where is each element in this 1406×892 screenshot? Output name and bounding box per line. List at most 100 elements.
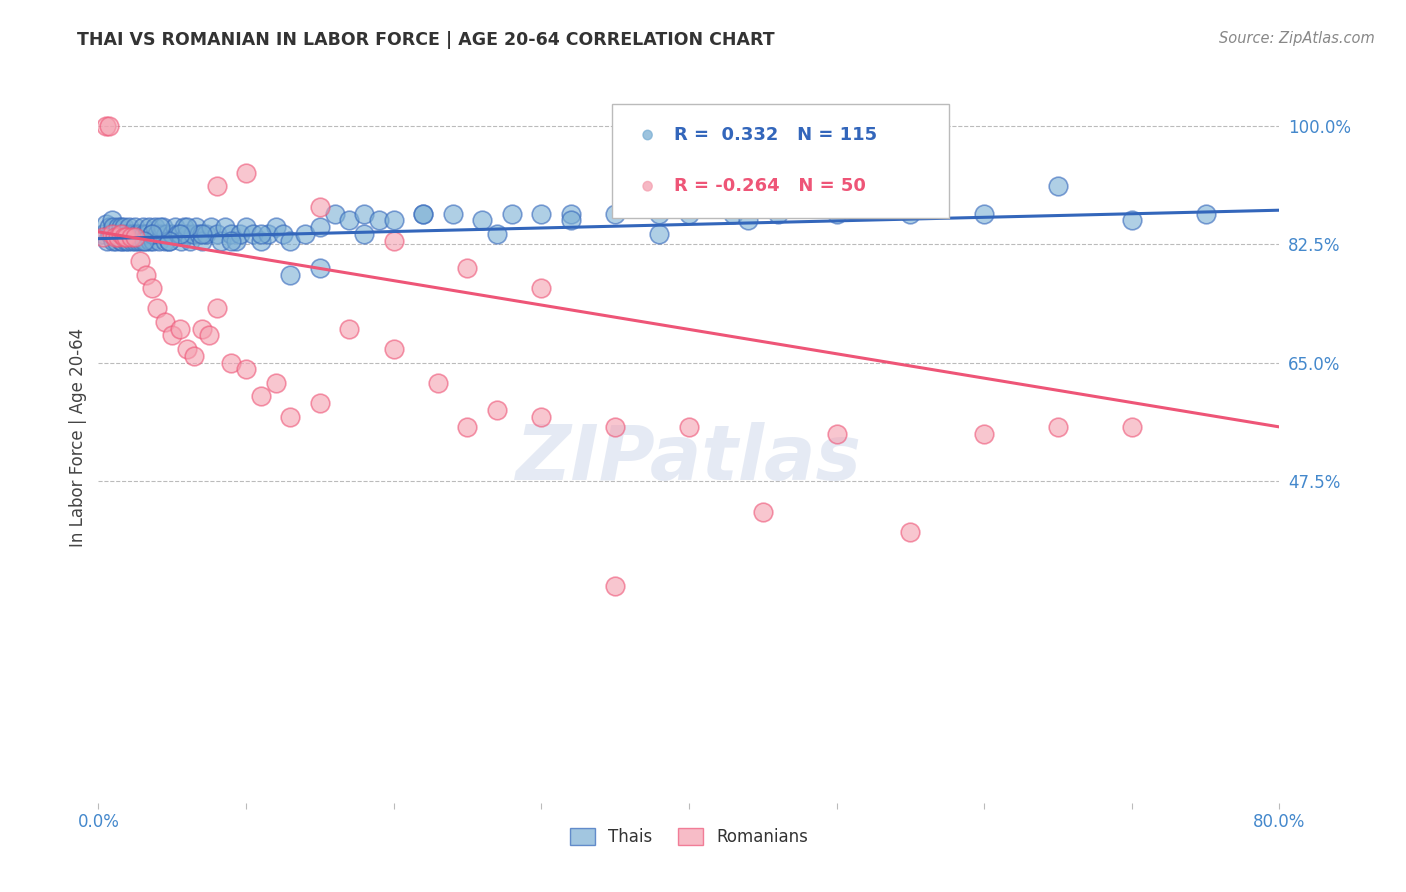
Point (766, 206, 789, 220)
Point (139, 234, 162, 248)
Point (309, 200, 332, 214)
Point (122, 227, 145, 241)
Point (146, 227, 169, 241)
Point (825, 206, 848, 220)
Point (250, 389, 273, 403)
Point (530, 409, 553, 424)
Point (127, 234, 149, 248)
Point (120, 227, 142, 241)
Point (173, 220, 195, 235)
Point (225, 234, 247, 248)
Point (162, 227, 183, 241)
Point (229, 227, 252, 241)
Point (205, 227, 228, 241)
Point (309, 260, 332, 275)
FancyBboxPatch shape (612, 104, 949, 218)
Point (235, 362, 257, 376)
Point (155, 227, 177, 241)
Point (486, 403, 509, 417)
Point (191, 322, 214, 336)
Point (176, 220, 198, 235)
Point (973, 426, 995, 441)
Point (169, 322, 191, 336)
Point (128, 227, 150, 241)
Point (124, 234, 146, 248)
Point (412, 206, 434, 220)
Point (205, 179, 228, 194)
Point (169, 227, 191, 241)
Point (605, 579, 627, 593)
Point (457, 260, 479, 275)
Point (111, 227, 134, 241)
Point (98, 227, 121, 241)
Point (135, 234, 157, 248)
Point (752, 505, 775, 519)
Point (235, 220, 257, 235)
Point (176, 342, 198, 356)
Point (427, 376, 450, 390)
Point (134, 234, 156, 248)
Point (187, 227, 209, 241)
Point (723, 206, 745, 220)
Point (221, 355, 243, 369)
Point (825, 200, 848, 214)
Point (560, 213, 582, 227)
Point (117, 234, 139, 248)
Point (100, 213, 122, 227)
Point (191, 227, 214, 241)
Point (134, 227, 156, 241)
Point (280, 268, 302, 282)
Point (486, 227, 509, 241)
Point (339, 213, 361, 227)
Point (280, 409, 302, 424)
Ellipse shape (643, 130, 652, 140)
Y-axis label: In Labor Force | Age 20-64: In Labor Force | Age 20-64 (69, 327, 87, 547)
Point (110, 220, 132, 235)
Point (111, 234, 134, 248)
Point (605, 420, 627, 434)
Point (257, 227, 280, 241)
Point (153, 234, 176, 248)
Point (146, 301, 169, 316)
Point (150, 227, 173, 241)
Point (157, 234, 180, 248)
Point (107, 220, 129, 235)
Point (382, 213, 405, 227)
Point (737, 213, 759, 227)
Point (112, 230, 135, 244)
Text: THAI VS ROMANIAN IN LABOR FORCE | AGE 20-64 CORRELATION CHART: THAI VS ROMANIAN IN LABOR FORCE | AGE 20… (77, 31, 775, 49)
Point (118, 220, 141, 235)
Point (294, 227, 316, 241)
Point (125, 227, 148, 241)
Point (152, 220, 174, 235)
Point (250, 227, 273, 241)
Text: R = -0.264   N = 50: R = -0.264 N = 50 (673, 178, 866, 195)
Text: Source: ZipAtlas.com: Source: ZipAtlas.com (1219, 31, 1375, 46)
Point (1121, 420, 1143, 434)
Point (94, 119, 117, 133)
Point (143, 220, 166, 235)
Point (382, 234, 405, 248)
Point (165, 220, 187, 235)
Point (323, 206, 346, 220)
Point (530, 206, 553, 220)
Point (471, 213, 494, 227)
Point (191, 234, 214, 248)
Point (648, 206, 671, 220)
Point (198, 328, 221, 343)
Point (135, 268, 157, 282)
Point (1046, 420, 1070, 434)
Text: ZIPatlas: ZIPatlas (516, 422, 862, 496)
Point (242, 227, 264, 241)
Point (94, 217, 117, 231)
Point (221, 227, 243, 241)
Point (141, 227, 163, 241)
Point (353, 227, 375, 241)
Point (96, 234, 118, 248)
Point (441, 206, 464, 220)
Point (117, 227, 139, 241)
Point (167, 227, 190, 241)
Point (120, 230, 142, 244)
Point (900, 206, 922, 220)
Point (176, 227, 198, 241)
